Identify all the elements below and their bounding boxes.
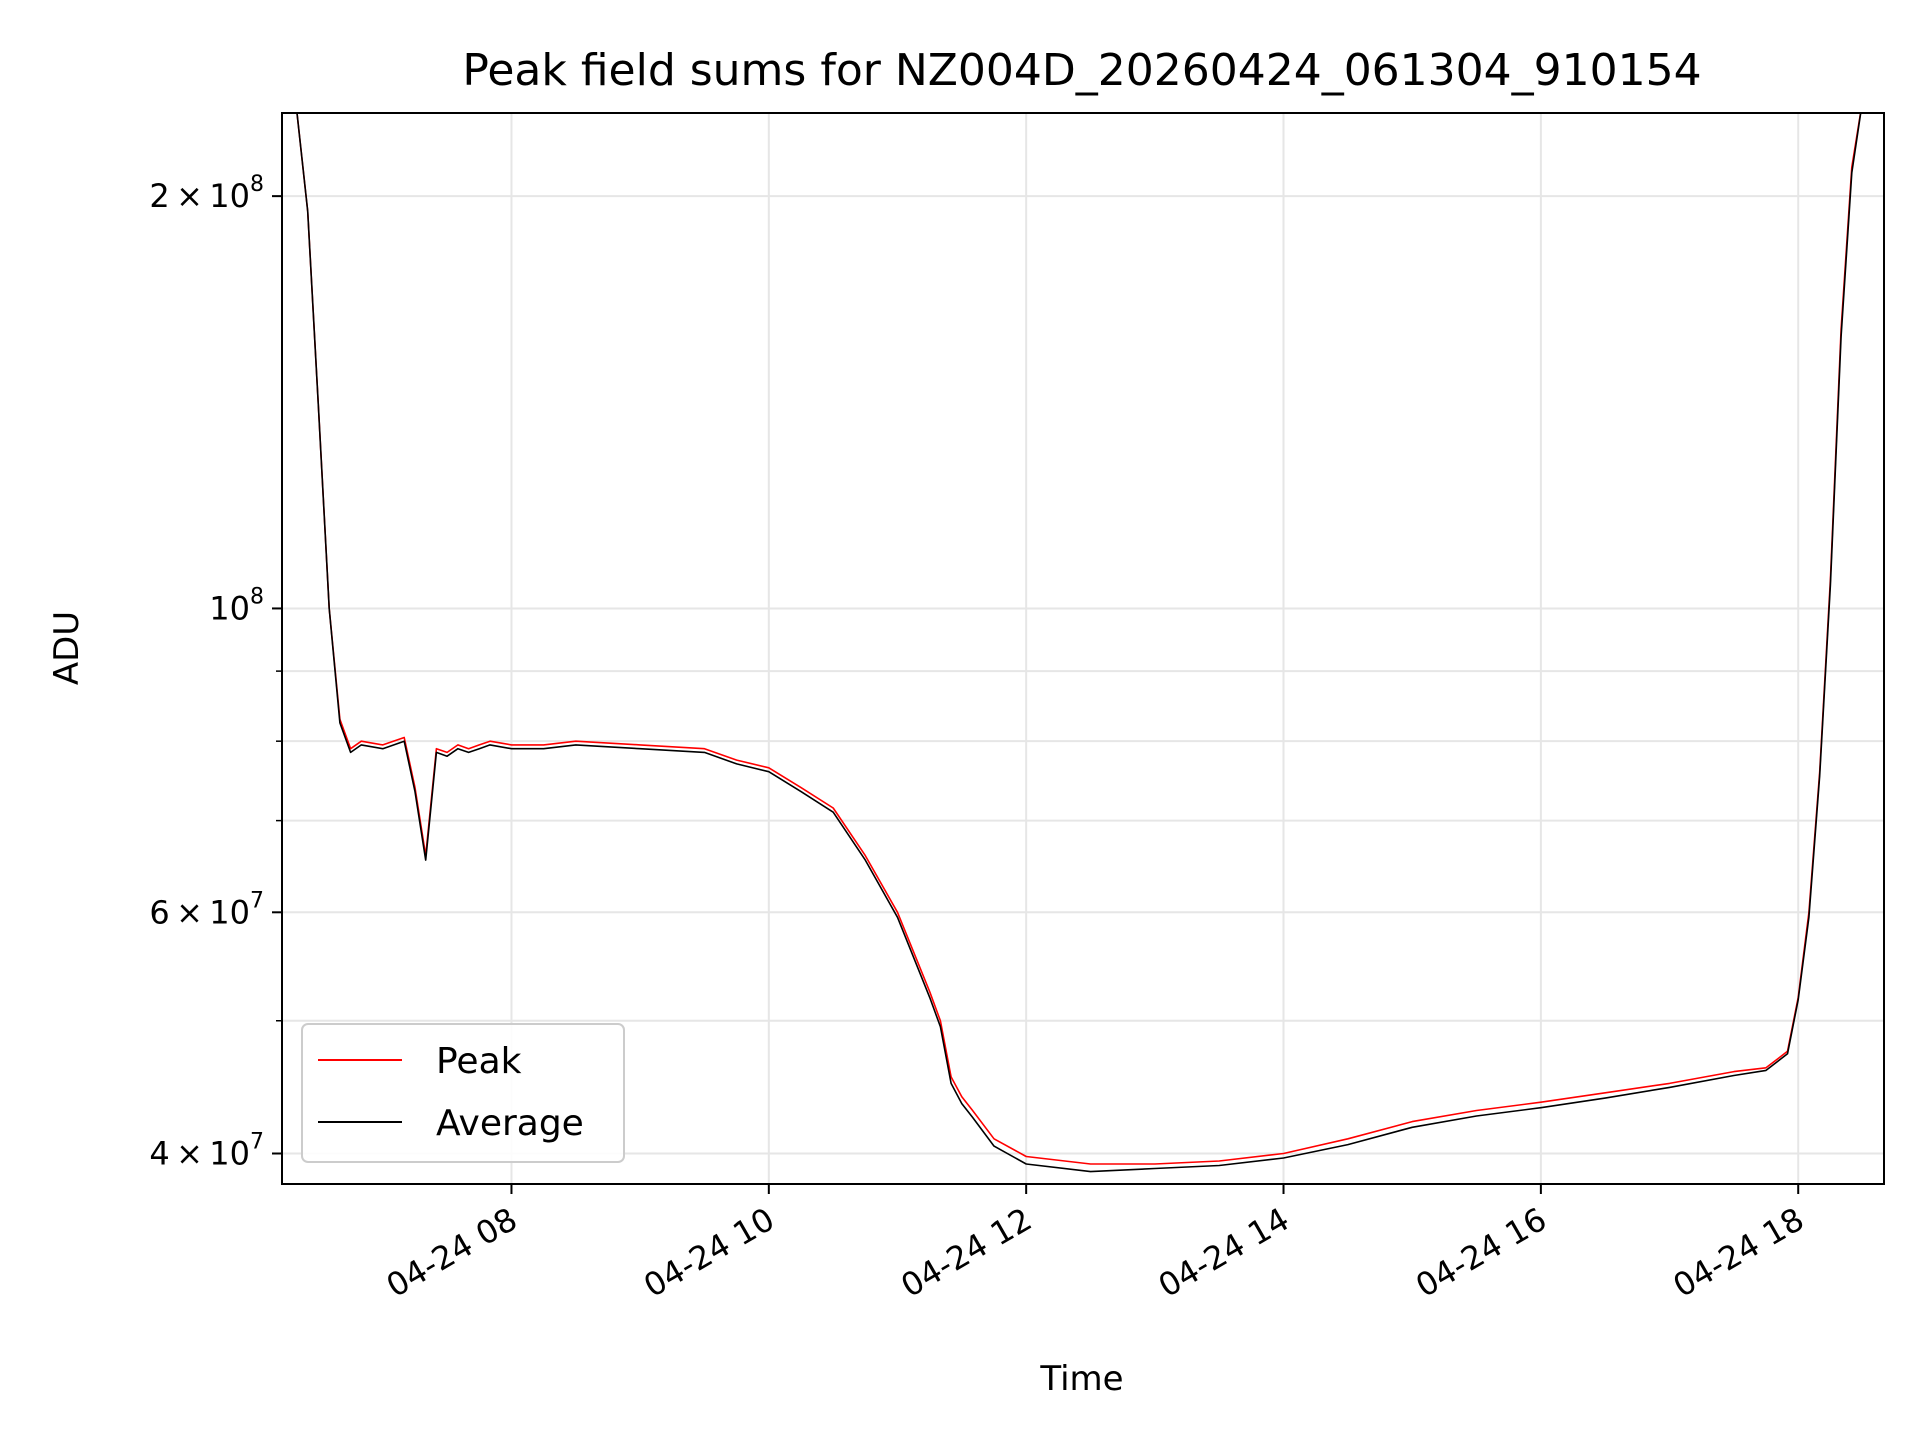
chart-title: Peak field sums for NZ004D_20260424_0613…	[462, 45, 1701, 96]
y-tick-label: 4 × 107	[149, 1129, 264, 1172]
series-group	[296, 113, 1862, 1173]
legend-label-peak: Peak	[436, 1041, 522, 1082]
y-tick-label: 108	[209, 584, 264, 627]
grid	[282, 113, 1884, 1184]
legend-box	[301, 1023, 625, 1163]
plot-frame	[281, 112, 1885, 1185]
legend: Peak Average	[301, 1023, 625, 1163]
legend-label-average: Average	[436, 1103, 584, 1144]
y-axis-label: ADU	[47, 611, 87, 685]
series-line-average	[296, 113, 1862, 1173]
y-tick-label: 2 × 108	[149, 172, 264, 215]
y-axis: 4 × 107 6 × 107 108 2 × 108	[149, 172, 282, 1172]
y-tick-label: 6 × 107	[149, 888, 264, 931]
x-axis-label: Time	[1039, 1359, 1123, 1399]
